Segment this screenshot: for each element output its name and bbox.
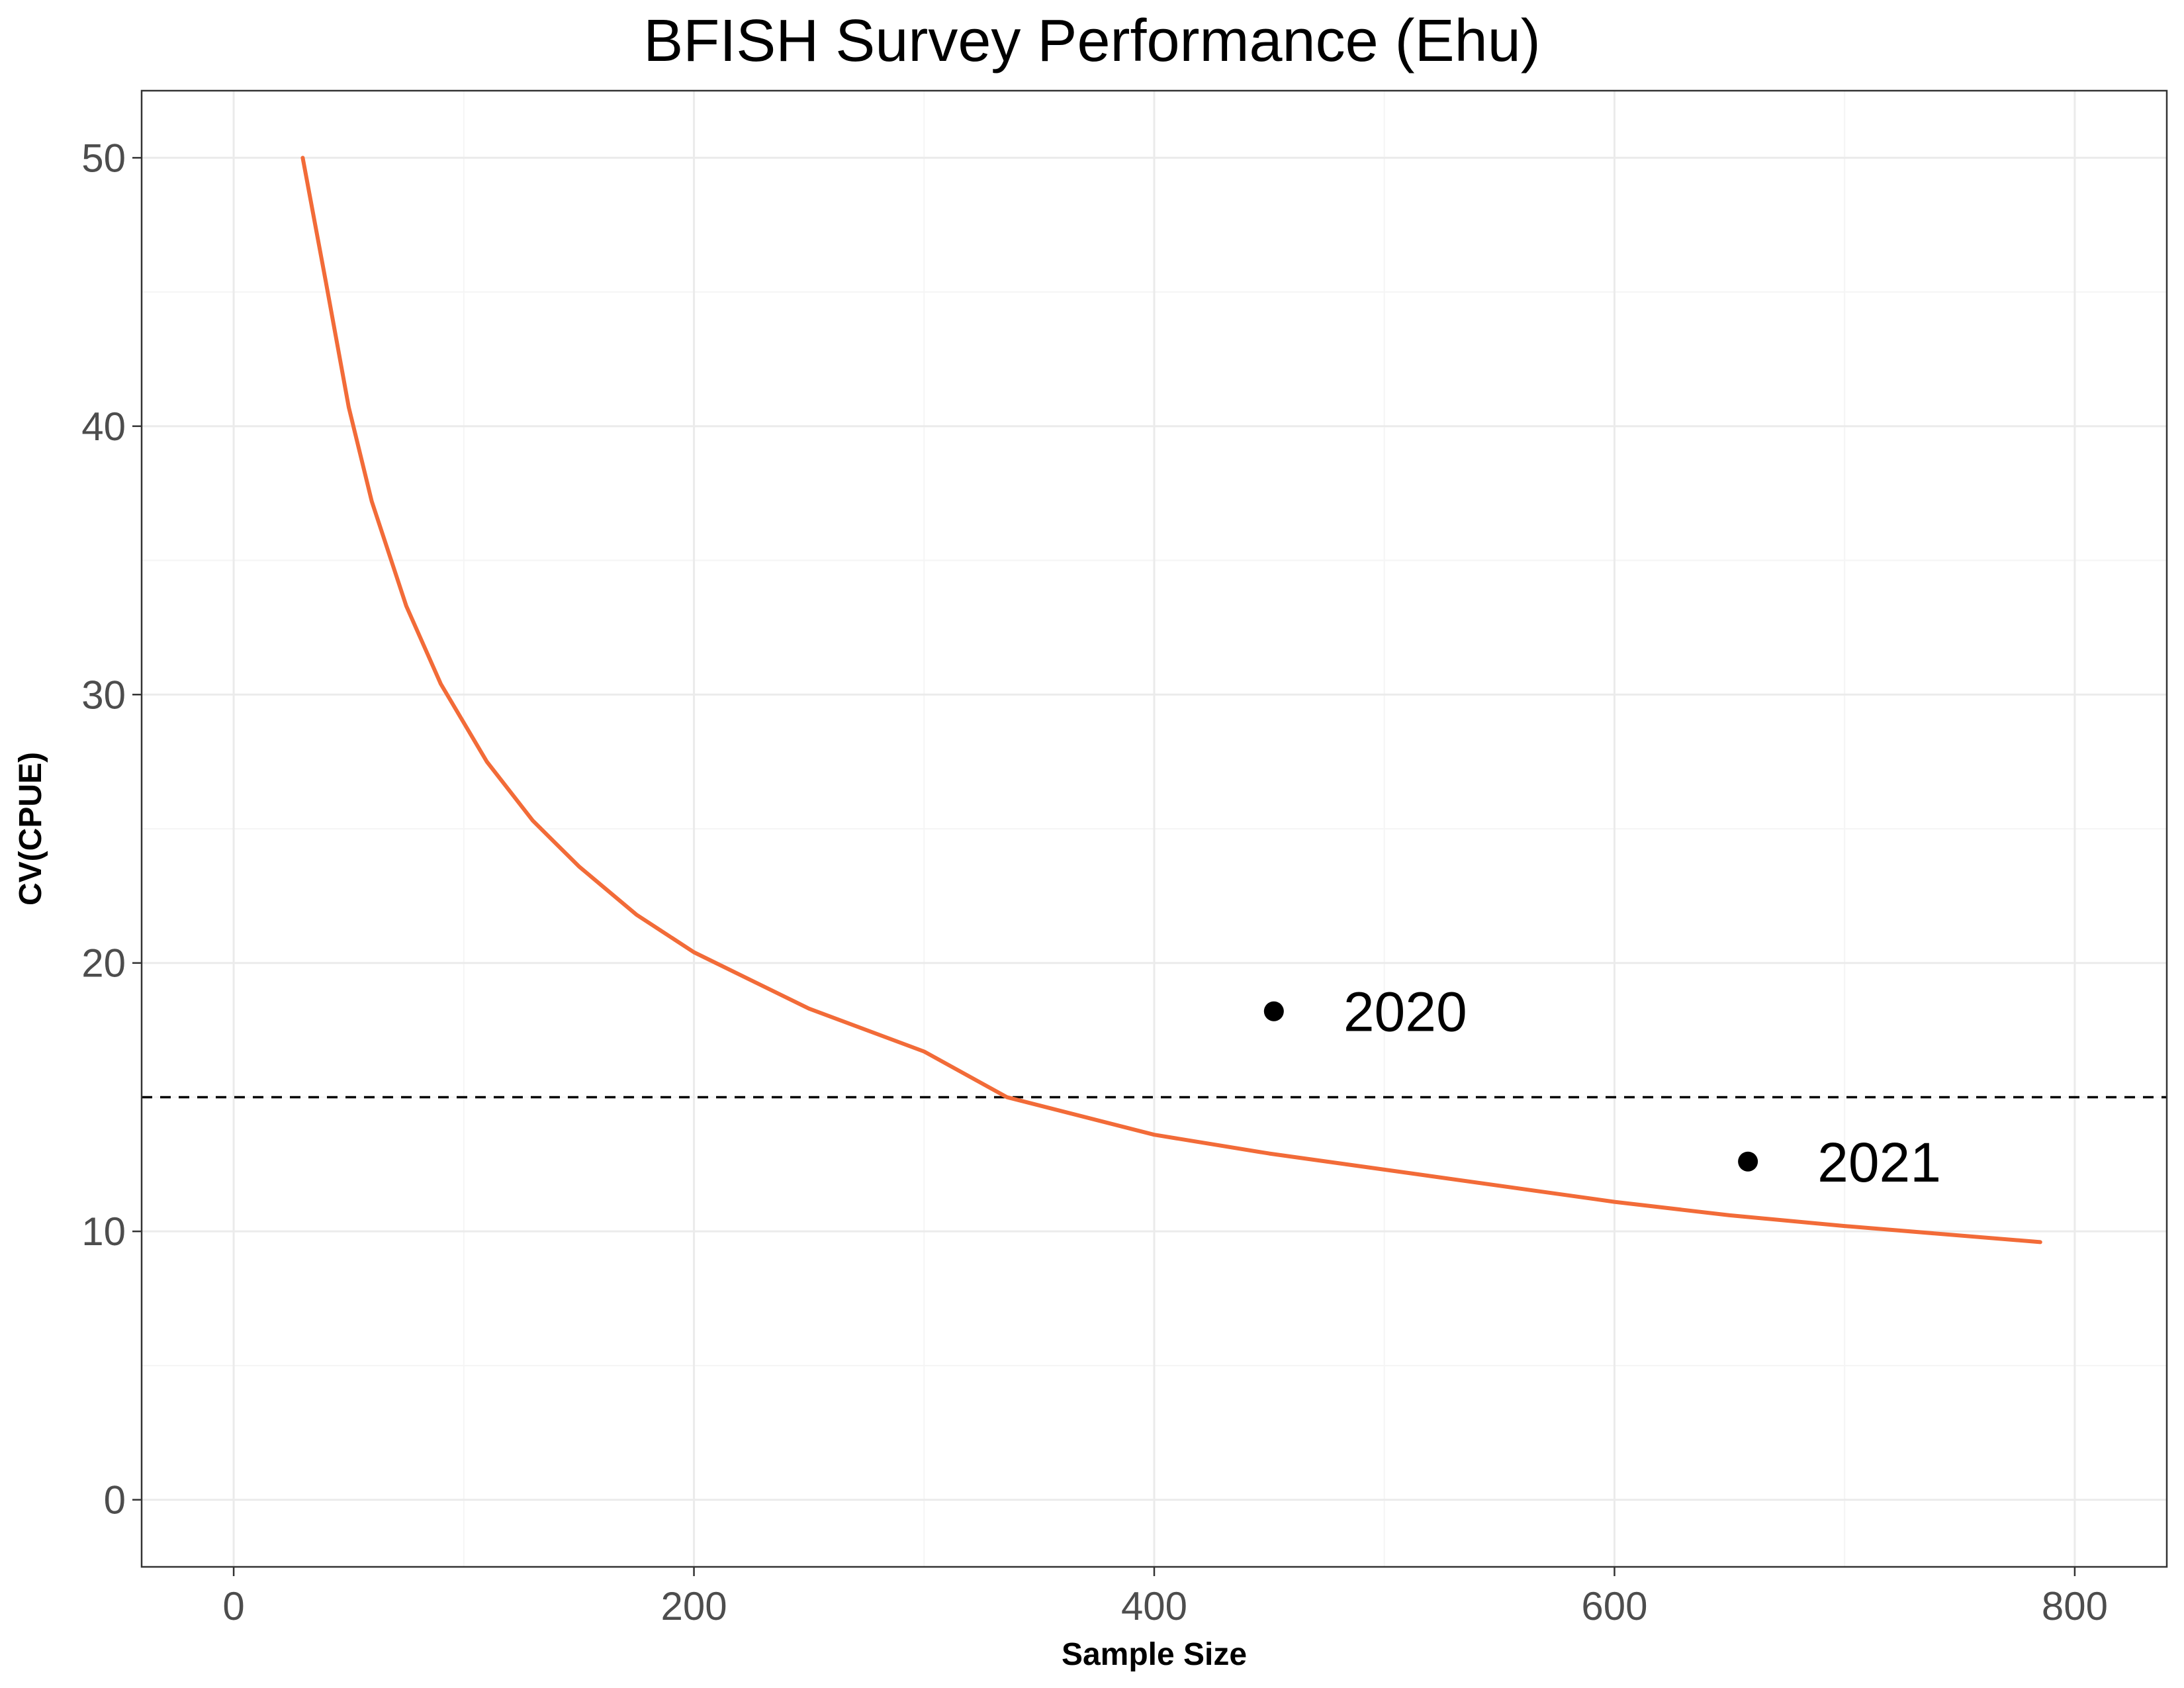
data-point-label: 2021 xyxy=(1817,1131,1941,1194)
y-tick-label: 0 xyxy=(104,1478,126,1523)
series-lines xyxy=(300,156,2042,1244)
data-point xyxy=(1738,1151,1758,1172)
y-tick-label: 20 xyxy=(81,941,126,986)
y-axis-ticks: 0 10 20 30 40 50 xyxy=(81,136,142,1523)
y-tick-label: 50 xyxy=(81,136,126,180)
y-tick-label: 30 xyxy=(81,673,126,717)
grid-major xyxy=(142,91,2167,1567)
x-tick-label: 200 xyxy=(660,1584,727,1628)
x-tick-label: 800 xyxy=(2042,1584,2108,1628)
series-points xyxy=(1263,1001,1758,1172)
x-tick-label: 0 xyxy=(222,1584,244,1628)
data-point xyxy=(1263,1001,1284,1021)
y-axis-title: CV(CPUE) xyxy=(13,752,48,906)
point-labels: 2020 2021 xyxy=(1343,981,1941,1194)
x-axis-title: Sample Size xyxy=(1062,1637,1247,1672)
data-point-label: 2020 xyxy=(1343,981,1467,1043)
y-tick-label: 10 xyxy=(81,1209,126,1254)
x-tick-label: 400 xyxy=(1121,1584,1187,1628)
x-axis-ticks: 0 200 400 600 800 xyxy=(222,1567,2108,1628)
x-tick-label: 600 xyxy=(1581,1584,1647,1628)
series-line xyxy=(300,156,2042,1244)
chart-title: BFISH Survey Performance (Ehu) xyxy=(643,8,1540,74)
y-tick-label: 40 xyxy=(81,404,126,449)
